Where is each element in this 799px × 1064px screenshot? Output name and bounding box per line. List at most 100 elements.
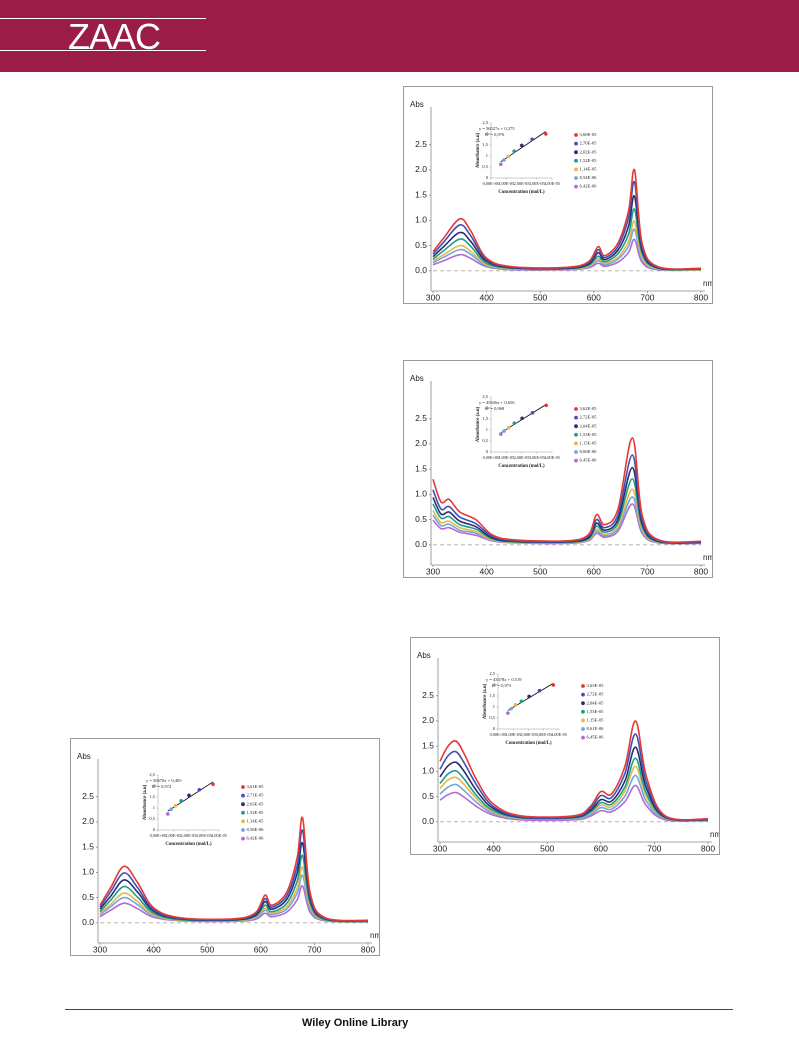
- x-tick-label: 500: [540, 843, 554, 853]
- inset-point: [502, 429, 506, 433]
- inset-point: [509, 706, 513, 711]
- inset-x-tick-label: 3,00E-05: [536, 732, 552, 738]
- inset-x-title: Concentration (mol/L): [165, 842, 212, 847]
- spectrum-line: [99, 841, 369, 922]
- legend-label: 1,53E-05: [587, 709, 605, 715]
- x-tick-label: 400: [147, 944, 161, 954]
- legend-label: 1,14E-05: [247, 818, 265, 824]
- y-tick-label: 1.0: [82, 867, 94, 877]
- x-tick-label: 300: [426, 566, 440, 576]
- legend-marker: [574, 458, 578, 463]
- inset-point: [544, 403, 549, 408]
- calibration-inset: 0 0,5 1 1,5 2 2,5 0,00E+001,00E-05 2,00E-05 3,00…: [476, 120, 597, 195]
- inset-x-tick-label: 4,00E-05: [211, 833, 227, 839]
- legend-label: 2,04E-05: [587, 700, 605, 706]
- inset-x-title: Concentration (mol/L): [498, 190, 545, 195]
- spectrum-line: [439, 757, 709, 822]
- x-tick-label: 600: [254, 944, 268, 954]
- spectrum-line: [439, 774, 709, 822]
- inset-x-tick-label: 1,00E-05: [165, 833, 181, 839]
- x-tick-label: 500: [533, 292, 547, 302]
- legend-marker: [581, 735, 585, 740]
- inset-point: [520, 143, 524, 148]
- inset-point: [512, 149, 516, 153]
- inset-y-tick-label: 2,5: [149, 772, 155, 778]
- inset-y-tick-label: 2,5: [489, 671, 495, 677]
- y-tick-label: 1.0: [422, 766, 434, 776]
- y-tick-label: 2.5: [415, 413, 427, 423]
- y-axis-title: Abs: [77, 752, 91, 761]
- inset-y-tick-label: 0: [493, 726, 496, 731]
- inset-point: [506, 711, 510, 715]
- x-tick-label: 700: [640, 292, 654, 302]
- y-tick-label: 1.5: [422, 740, 434, 750]
- x-tick-label: 400: [487, 843, 501, 853]
- calibration-inset: 0 0,5 1 1,5 2 2,5 0,00E+001,00E-05 2,00E-05 3,00…: [476, 394, 597, 469]
- y-tick-label: 2.0: [422, 715, 434, 725]
- legend-marker: [574, 407, 578, 411]
- inset-x-tick-label: 1,00E-05: [505, 732, 521, 738]
- legend-label: 6,42E-06: [247, 836, 265, 842]
- figure: Abs nm 0.0 0.5 1.0 1.5 2.0 2.5 300 400 500 600 700 80…: [403, 86, 714, 304]
- inset-x-tick-label: 4,00E-05: [544, 455, 560, 461]
- legend-label: 1,52E-05: [580, 158, 598, 164]
- y-tick-label: 1.0: [415, 489, 427, 499]
- inset-y-tick-label: 1: [493, 704, 495, 709]
- legend-marker: [581, 692, 585, 697]
- inset-point: [499, 432, 503, 436]
- inset-y-tick-label: 1: [486, 153, 488, 158]
- spectrum-line: [432, 437, 702, 543]
- legend-label: 2,03E-05: [247, 801, 265, 807]
- spectrum-line: [432, 454, 702, 544]
- inset-y-tick-label: 2: [493, 682, 495, 687]
- legend-marker: [574, 184, 578, 189]
- y-tick-label: 0.0: [422, 816, 434, 826]
- legend-marker: [574, 141, 578, 146]
- inset-y-tick-label: 1,5: [482, 142, 488, 148]
- legend-label: 6,42E-06: [580, 184, 598, 190]
- legend-label: 1,15E-05: [587, 717, 605, 723]
- inset-point: [530, 137, 534, 142]
- y-axis-title: Abs: [410, 100, 424, 109]
- legend-label: 8,61E-06: [587, 726, 605, 732]
- y-tick-label: 2.0: [415, 438, 427, 448]
- spectrum-line: [432, 168, 702, 270]
- spectrum-line: [432, 466, 702, 544]
- y-tick-label: 0.0: [415, 539, 427, 549]
- spectrum-line: [432, 208, 702, 271]
- r-squared: R² = 0,973: [492, 683, 512, 689]
- inset-y-title: Absorbance (a.u): [483, 684, 488, 720]
- legend-marker: [241, 836, 245, 841]
- figure: Abs nm 0.0 0.5 1.0 1.5 2.0 2.5 300 400 500 600 700 80…: [410, 637, 721, 855]
- inset-y-tick-label: 1,5: [489, 693, 495, 699]
- legend-marker: [574, 150, 578, 155]
- inset-x-tick-label: 2,00E-05: [181, 833, 197, 839]
- legend-marker: [581, 718, 585, 723]
- legend-label: 2,72E-05: [580, 415, 598, 421]
- header-rule: [0, 18, 206, 19]
- legend-label: 8,54E-06: [580, 175, 598, 181]
- legend-marker: [574, 415, 578, 420]
- inset-y-title: Absorbance (a.u): [476, 407, 481, 443]
- header-rule: [0, 50, 206, 51]
- x-tick-label: 300: [426, 292, 440, 302]
- x-tick-label: 500: [200, 944, 214, 954]
- spectrum-line: [432, 220, 702, 271]
- legend-marker: [241, 785, 245, 789]
- inset-point: [211, 782, 215, 787]
- y-tick-label: 2.5: [415, 139, 427, 149]
- x-tick-label: 600: [594, 843, 608, 853]
- inset-y-tick-label: 1,5: [482, 416, 488, 422]
- inset-x-tick-label: 2,00E-05: [514, 181, 530, 187]
- calibration-inset: 0 0,5 1 1,5 2 2,5 0,00E+001,00E-05 2,00E-05 3,00…: [143, 772, 264, 847]
- inset-y-title: Absorbance (a.u): [143, 785, 148, 821]
- x-axis-title: nm: [703, 553, 712, 562]
- legend-label: 3,62E-05: [580, 406, 598, 412]
- x-axis-title: nm: [703, 279, 712, 288]
- spectrum-line: [99, 816, 369, 922]
- inset-y-tick-label: 0,5: [489, 715, 495, 721]
- inset-x-tick-label: 3,00E-05: [196, 833, 212, 839]
- y-axis-title: Abs: [417, 651, 431, 660]
- inset-y-tick-label: 0: [486, 175, 489, 180]
